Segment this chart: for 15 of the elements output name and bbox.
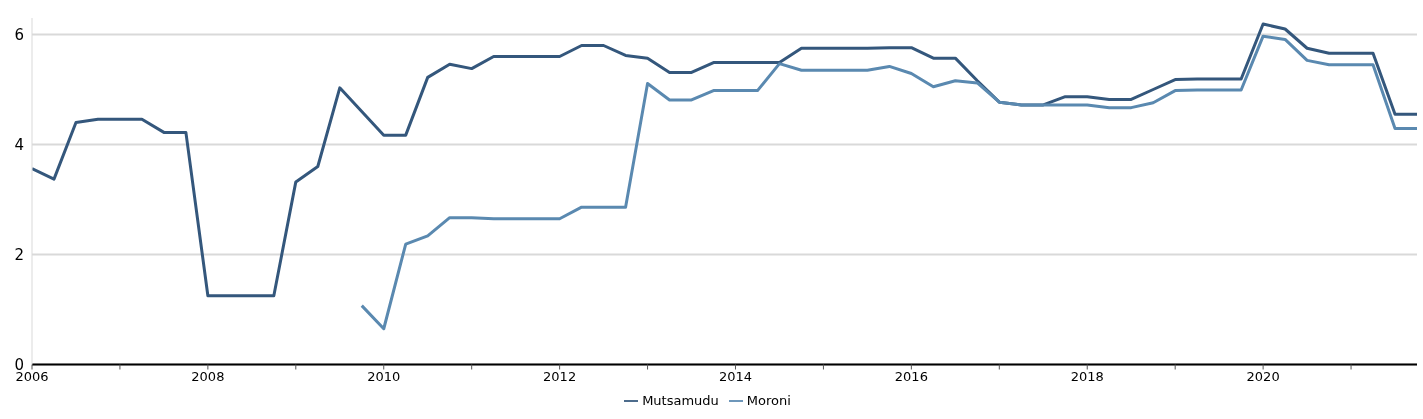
y-tick-label: 2	[14, 245, 24, 264]
x-tick-label: 2006	[15, 368, 49, 384]
y-tick-label: 4	[14, 135, 24, 154]
legend-label: Moroni	[746, 392, 791, 408]
x-tick-label: 2010	[367, 368, 401, 384]
x-tick-label: 2016	[894, 368, 928, 384]
x-tick-label: 2008	[191, 368, 225, 384]
line-series	[32, 22, 1417, 298]
legend-label: Mutsamudu	[642, 392, 719, 408]
x-tick-label: 2018	[1070, 368, 1104, 384]
x-tick-label: 2014	[718, 368, 753, 384]
y-tick-label: 6	[14, 25, 24, 44]
x-tick-label: 2020	[1246, 368, 1280, 384]
line-series	[360, 34, 1417, 331]
x-tick-label: 2012	[543, 368, 577, 384]
